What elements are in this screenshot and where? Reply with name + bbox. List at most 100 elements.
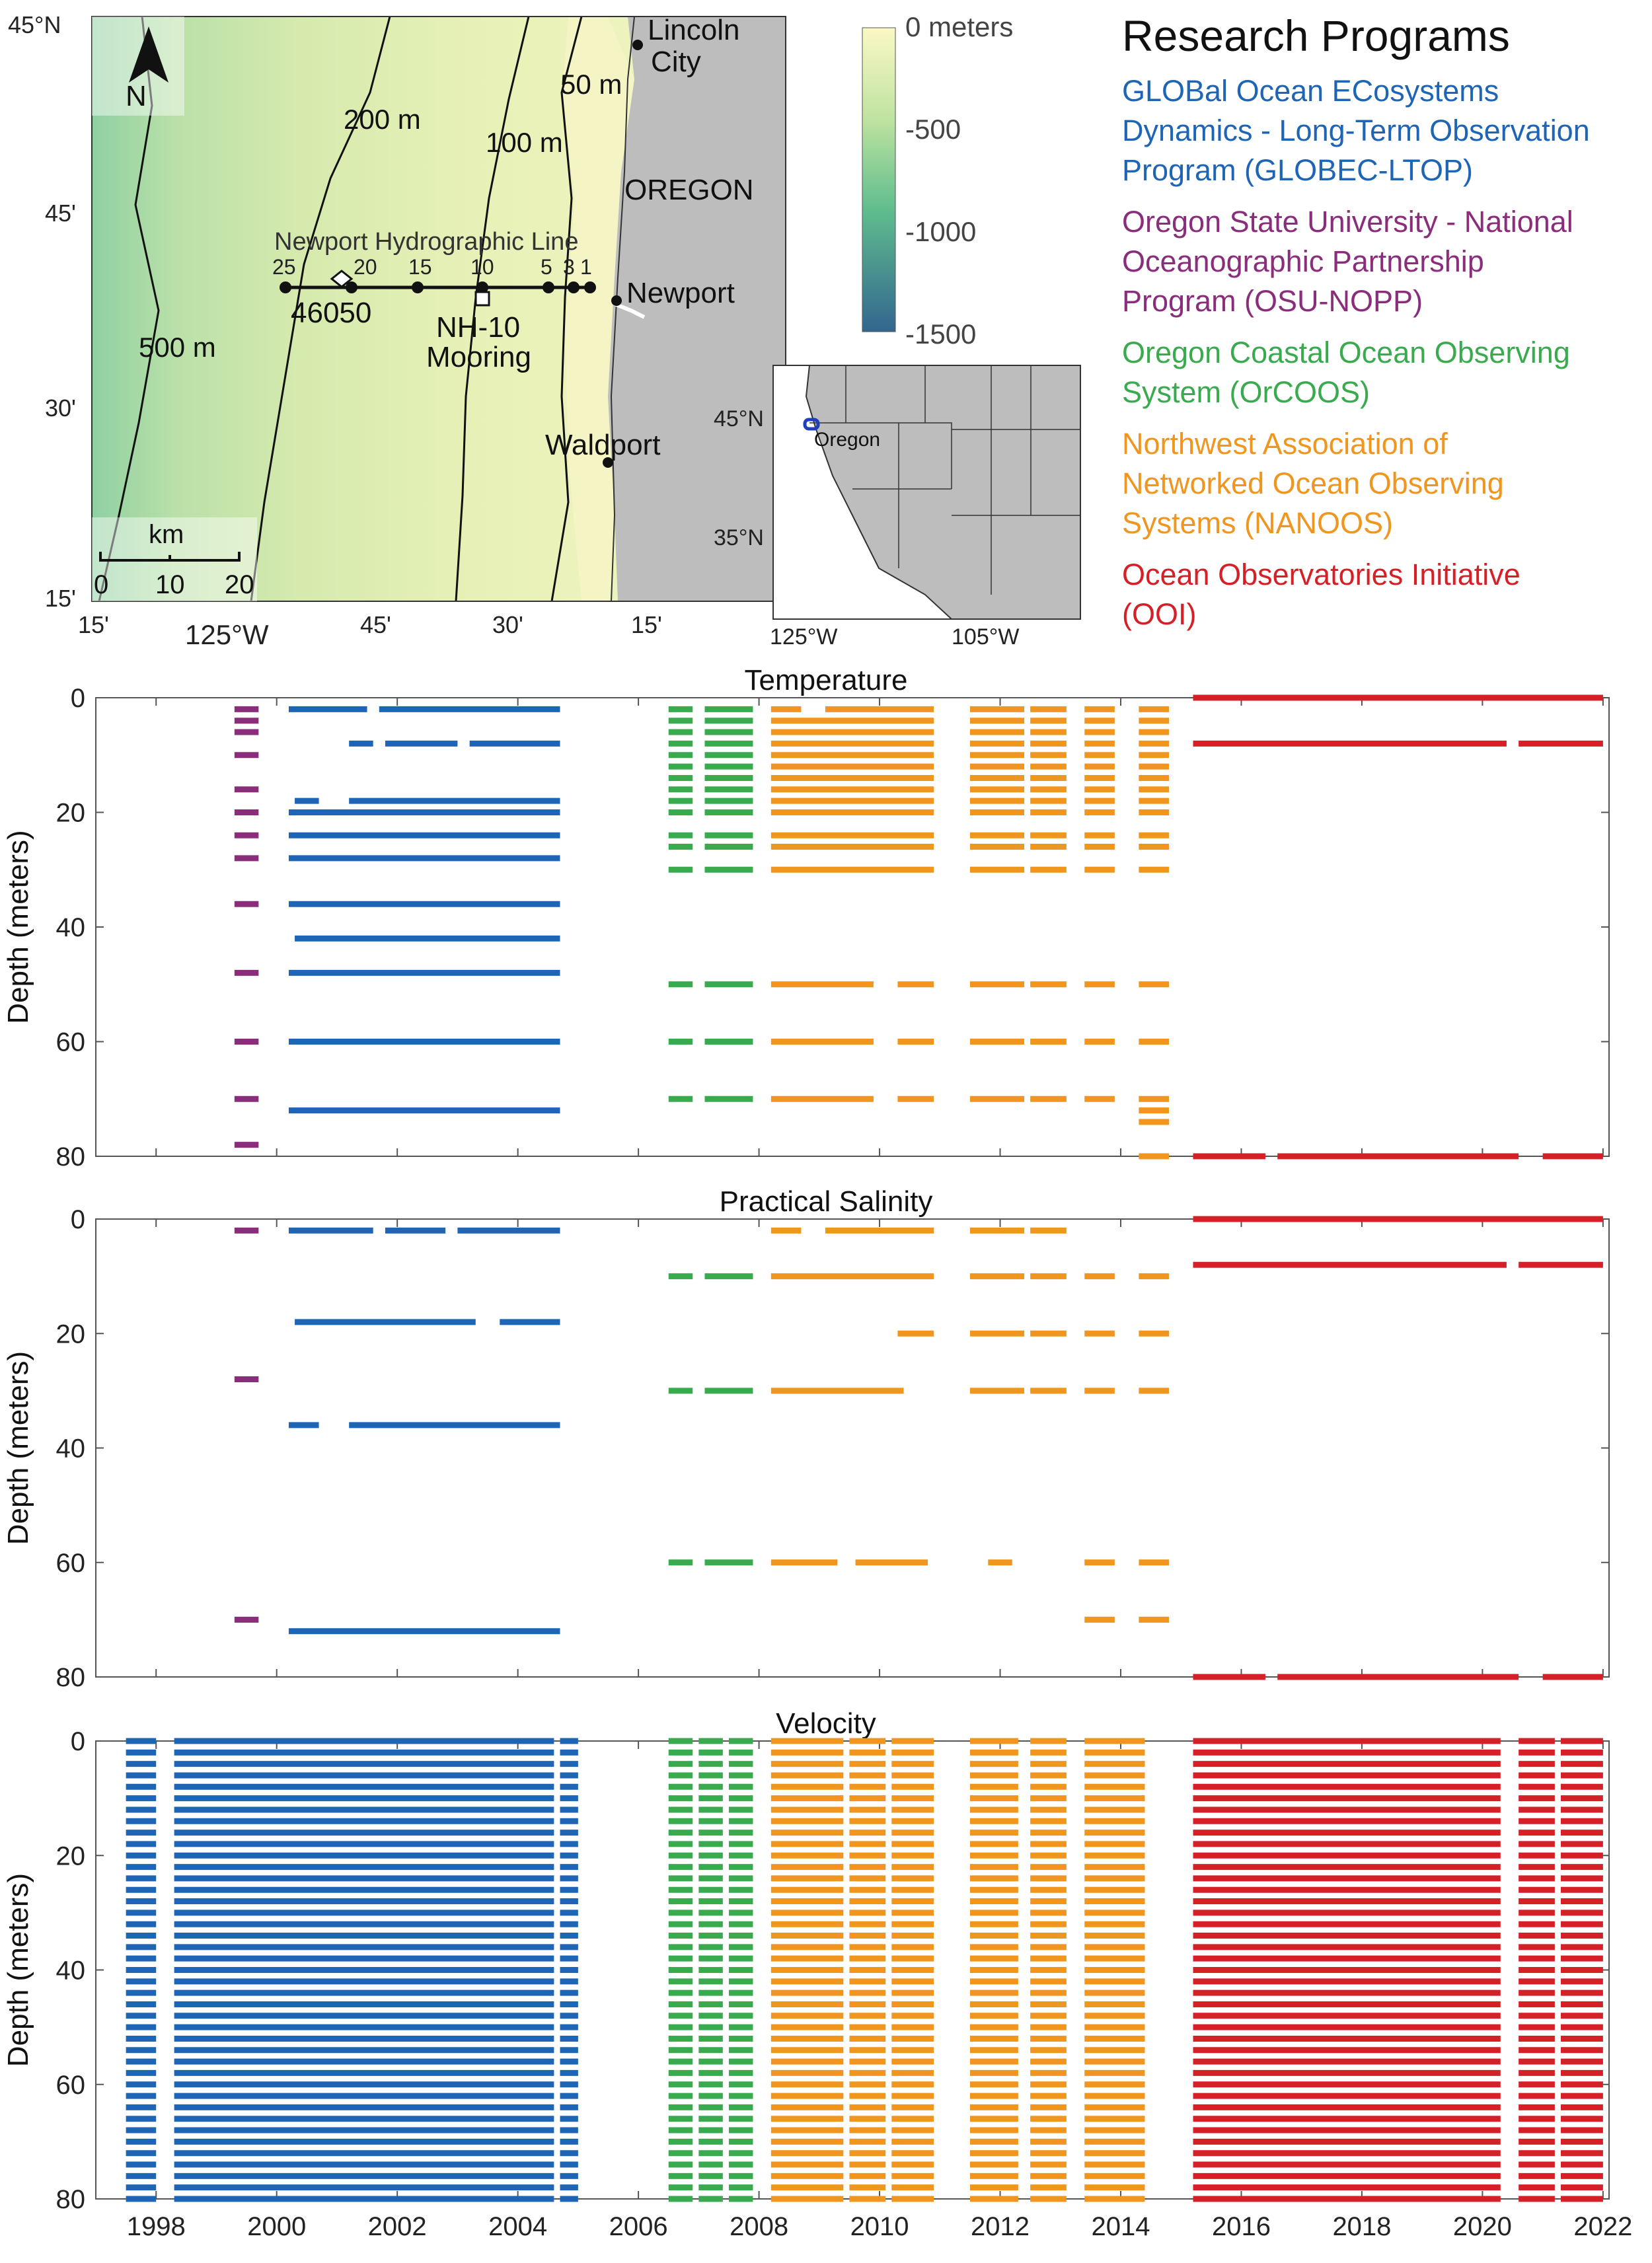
x-tick-label: 2002 — [368, 2212, 427, 2241]
legend-entry: Oregon Coastal Ocean Observing System (O… — [1122, 333, 1651, 412]
timeline-panel: Practical Salinity Depth (meters) 0 20 40 60 8… — [2, 1185, 1609, 1692]
scale-bar-title: km — [149, 520, 184, 549]
x-tick-label: 2014 — [1092, 2212, 1150, 2241]
legend-entries: GLOBal Ocean ECosystems Dynamics - Long-… — [1122, 71, 1651, 634]
x-tick-label: 2016 — [1212, 2212, 1271, 2241]
scale-tick-20: 20 — [225, 570, 254, 599]
x-tick-label: 2008 — [730, 2212, 788, 2241]
lat-label-15min: 15' — [45, 585, 76, 612]
x-tick-label: 2006 — [609, 2212, 668, 2241]
station-label-3: 3 — [563, 255, 575, 279]
colorbar-label-1500: -1500 — [905, 318, 976, 350]
x-tick-label: 2004 — [488, 2212, 547, 2241]
lon-label-45min: 45' — [360, 611, 391, 638]
y-tick-label: 20 — [56, 1319, 86, 1349]
lincoln-city-marker — [632, 40, 643, 50]
x-tick-label: 2018 — [1332, 2212, 1391, 2241]
lat-label-45min: 45' — [45, 200, 76, 227]
inset-lon-105w: 105°W — [952, 624, 1019, 649]
hydrographic-line-title: Newport Hydrographic Line — [274, 228, 578, 256]
y-tick-label: 60 — [56, 1549, 86, 1578]
inset-lon-125w: 125°W — [770, 624, 837, 649]
x-tick-label: 2022 — [1573, 2212, 1632, 2241]
y-tick-label: 80 — [56, 2185, 86, 2214]
series-ooi — [1193, 1741, 1602, 2199]
place-lincoln: Lincoln — [648, 14, 739, 46]
inset-region-label: Oregon — [814, 429, 880, 451]
y-tick-label: 0 — [71, 1205, 85, 1234]
y-tick-label: 20 — [56, 1841, 86, 1871]
scale-tick-0: 0 — [94, 570, 108, 599]
station-label-10: 10 — [470, 255, 494, 279]
series-orcoos — [669, 1741, 753, 2199]
research-programs-legend: Research Programs GLOBal Ocean ECosystem… — [1122, 8, 1651, 646]
station-label-5: 5 — [541, 255, 552, 279]
x-tick-label: 2010 — [850, 2212, 909, 2241]
y-axis-label: Depth (meters) — [2, 830, 34, 1023]
lat-label-30min: 30' — [45, 394, 76, 422]
station-25 — [280, 281, 291, 293]
lat-label-45n: 45°N — [8, 11, 61, 38]
panel-title: Practical Salinity — [720, 1185, 933, 1218]
y-axis-label: Depth (meters) — [2, 1351, 34, 1545]
station-label-15: 15 — [408, 255, 432, 279]
station-label-25: 25 — [272, 255, 296, 279]
lon-label-30min: 30' — [492, 611, 523, 638]
y-tick-label: 0 — [71, 684, 85, 713]
y-tick-label: 40 — [56, 1956, 86, 1985]
buoy-46050-label: 46050 — [291, 297, 371, 329]
place-waldport: Waldport — [545, 429, 660, 461]
lon-label-125w: 125°W — [185, 619, 269, 650]
newport-marker — [611, 295, 622, 306]
north-label: N — [126, 80, 147, 112]
inset-lat-45n: 45°N — [714, 406, 764, 431]
contour-label-200m: 200 m — [344, 104, 421, 135]
y-tick-label: 60 — [56, 2071, 86, 2100]
mooring-label-line1: NH-10 — [436, 311, 520, 344]
depth-colorbar — [862, 28, 895, 332]
legend-entry: Oregon State University - National Ocean… — [1122, 202, 1651, 321]
x-tick-label: 1998 — [127, 2212, 186, 2241]
timeline-panel: TemperatureDepth (meters)020406080 — [2, 664, 1609, 1171]
legend-entry: Northwest Association of Networked Ocean… — [1122, 424, 1651, 543]
place-newport: Newport — [626, 277, 735, 309]
contour-label-500m: 500 m — [139, 332, 216, 363]
station-3 — [568, 281, 580, 293]
panel-title: Temperature — [744, 664, 907, 696]
series-globec-ltop — [126, 1741, 578, 2199]
colorbar-label-0: 0 meters — [905, 11, 1013, 42]
place-oregon: OREGON — [624, 174, 754, 206]
station-1 — [584, 281, 596, 293]
lon-label-15min-west: 15' — [78, 611, 109, 638]
legend-entry: Ocean Observatories Initiative (OOI) — [1122, 555, 1651, 634]
y-tick-label: 0 — [71, 1727, 85, 1756]
study-area-map: N km 0 10 20 45°N 45' 30' 15' 15' 125°W … — [0, 0, 1090, 654]
x-tick-label: 2020 — [1453, 2212, 1512, 2241]
plot-frame — [96, 1219, 1609, 1677]
observation-timeline-charts: TemperatureDepth (meters)020406080Practi… — [0, 654, 1652, 2263]
legend-entry: GLOBal Ocean ECosystems Dynamics - Long-… — [1122, 71, 1651, 190]
mooring-label-line2: Mooring — [426, 341, 531, 373]
contour-label-100m: 100 m — [486, 127, 563, 158]
y-tick-label: 80 — [56, 1663, 86, 1692]
panel-title: Velocity — [776, 1707, 876, 1740]
colorbar-label-500: -500 — [905, 114, 961, 145]
y-axis-label: Depth (meters) — [2, 1873, 34, 2067]
contour-label-50m: 50 m — [560, 69, 622, 100]
y-tick-label: 40 — [56, 913, 86, 942]
station-label-1: 1 — [580, 255, 592, 279]
inset-lat-35n: 35°N — [714, 525, 764, 550]
x-tick-label: 2012 — [971, 2212, 1030, 2241]
scale-tick-10: 10 — [155, 570, 185, 599]
nh10-mooring-marker — [476, 292, 489, 305]
y-tick-label: 20 — [56, 799, 86, 828]
timeline-panel: Velocity Depth (meters) 0 20 40 60 80 1998 2000 2… — [2, 1707, 1632, 2241]
y-tick-label: 40 — [56, 1434, 86, 1464]
station-5 — [543, 281, 554, 293]
legend-title: Research Programs — [1122, 8, 1651, 63]
place-city: City — [651, 46, 701, 78]
x-tick-label: 2000 — [247, 2212, 306, 2241]
colorbar-label-1000: -1000 — [905, 216, 976, 247]
y-tick-label: 80 — [56, 1142, 86, 1171]
lon-label-15min-east: 15' — [631, 611, 662, 638]
